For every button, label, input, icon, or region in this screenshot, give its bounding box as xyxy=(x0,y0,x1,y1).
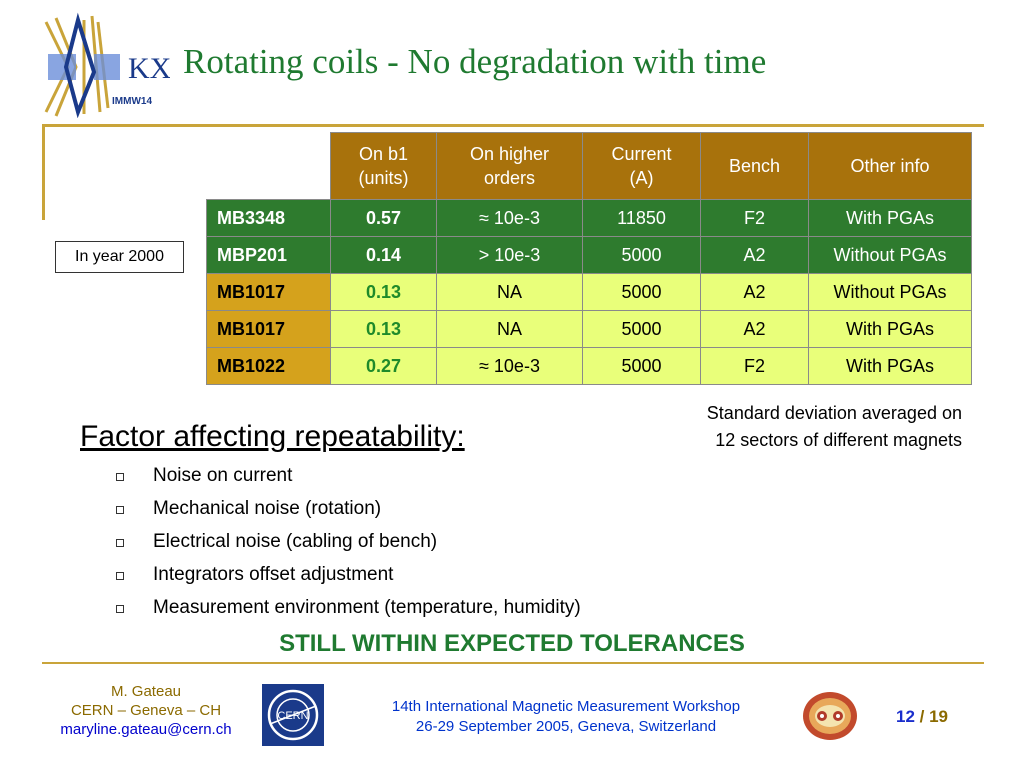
cell-b1: 0.13 xyxy=(330,273,437,311)
cell-higher-orders: NA xyxy=(436,273,583,311)
cell-other-info: Without PGAs xyxy=(808,236,972,274)
frame-top-line xyxy=(42,124,984,127)
factors-heading: Factor affecting repeatability: xyxy=(80,420,465,453)
author-block: M. Gateau CERN – Geneva – CH maryline.ga… xyxy=(46,682,246,739)
workshop-name: 14th International Magnetic Measurement … xyxy=(391,698,741,715)
std-dev-note: Standard deviation averaged on 12 sector… xyxy=(610,400,962,454)
cell-current: 11850 xyxy=(582,199,701,237)
list-item-text: Integrators offset adjustment xyxy=(153,564,394,585)
square-bullet-icon xyxy=(116,473,124,481)
current-page: 12 xyxy=(895,707,915,726)
list-item-text: Noise on current xyxy=(153,465,293,486)
table-header-current: Current (A) xyxy=(582,132,701,200)
table-header-row: On b1 (units) On higher orders Current (A) … xyxy=(206,132,972,200)
list-item: Mechanical noise (rotation) xyxy=(113,495,581,528)
page-separator: / xyxy=(914,707,930,726)
cell-b1: 0.27 xyxy=(330,347,437,385)
cell-magnet: MB1017 xyxy=(206,310,331,348)
slide-title: Rotating coils - No degradation with tim… xyxy=(183,42,767,81)
cern-logo-text: CERN xyxy=(277,710,308,722)
cell-magnet: MB3348 xyxy=(206,199,331,237)
cell-bench: A2 xyxy=(700,273,809,311)
measurements-table: On b1 (units) On higher orders Current (A) … xyxy=(206,132,972,385)
magnet-cross-section-icon xyxy=(803,692,857,740)
table-header-b1: On b1 (units) xyxy=(330,132,437,200)
workshop-date-place: 26-29 September 2005, Geneva, Switzerlan… xyxy=(415,718,717,735)
cern-logo: CERN xyxy=(262,684,324,746)
svg-text:KX: KX xyxy=(128,52,170,85)
square-bullet-icon xyxy=(116,572,124,580)
cell-current: 5000 xyxy=(582,273,701,311)
table-header-bench: Bench xyxy=(700,132,809,200)
std-dev-note-line1: Standard deviation averaged on xyxy=(706,403,962,423)
cell-magnet: MB1017 xyxy=(206,273,331,311)
cell-other-info: Without PGAs xyxy=(808,273,972,311)
cell-other-info: With PGAs xyxy=(808,199,972,237)
list-item-text: Electrical noise (cabling of bench) xyxy=(153,531,438,552)
table-header-higher-orders: On higher orders xyxy=(436,132,583,200)
table-row: MB1017 0.13 NA 5000 A2 With PGAs xyxy=(206,310,972,348)
cell-other-info: With PGAs xyxy=(808,347,972,385)
conclusion-text: STILL WITHIN EXPECTED TOLERANCES xyxy=(279,630,745,657)
table-row: MBP201 0.14 > 10e-3 5000 A2 Without PGAs xyxy=(206,236,972,274)
total-pages: 19 xyxy=(929,707,948,726)
table-row: MB1022 0.27 ≈ 10e-3 5000 F2 With PGAs xyxy=(206,347,972,385)
cell-current: 5000 xyxy=(582,310,701,348)
cell-bench: A2 xyxy=(700,236,809,274)
cell-bench: F2 xyxy=(700,347,809,385)
logo-text: IMMW14 xyxy=(112,96,152,107)
list-item: Noise on current xyxy=(113,462,581,495)
frame-left-line xyxy=(42,124,45,220)
cell-bench: A2 xyxy=(700,310,809,348)
cell-b1: 0.14 xyxy=(330,236,437,274)
cell-b1: 0.57 xyxy=(330,199,437,237)
table-header-blank xyxy=(206,132,331,200)
square-bullet-icon xyxy=(116,539,124,547)
cell-higher-orders: NA xyxy=(436,310,583,348)
table-header-other-info: Other info xyxy=(808,132,972,200)
year-label-box: In year 2000 xyxy=(55,241,184,273)
cell-other-info: With PGAs xyxy=(808,310,972,348)
square-bullet-icon xyxy=(116,605,124,613)
cell-magnet: MBP201 xyxy=(206,236,331,274)
list-item: Electrical noise (cabling of bench) xyxy=(113,528,581,561)
footer-divider xyxy=(42,662,984,664)
cell-bench: F2 xyxy=(700,199,809,237)
page-number: 12 / 19 xyxy=(868,707,948,727)
cell-b1: 0.13 xyxy=(330,310,437,348)
cell-higher-orders: ≈ 10e-3 xyxy=(436,347,583,385)
cell-higher-orders: ≈ 10e-3 xyxy=(436,199,583,237)
workshop-info: 14th International Magnetic Measurement … xyxy=(360,697,772,737)
author-email-link[interactable]: maryline.gateau@cern.ch xyxy=(60,721,232,738)
immw-logo: KX IMMW14 xyxy=(44,12,170,118)
list-item: Integrators offset adjustment xyxy=(113,561,581,594)
author-affiliation: CERN – Geneva – CH xyxy=(70,702,222,719)
cell-magnet: MB1022 xyxy=(206,347,331,385)
list-item-text: Mechanical noise (rotation) xyxy=(153,498,382,519)
cell-higher-orders: > 10e-3 xyxy=(436,236,583,274)
square-bullet-icon xyxy=(116,506,124,514)
factors-list: Noise on current Mechanical noise (rotat… xyxy=(113,462,581,627)
std-dev-note-line2: 12 sectors of different magnets xyxy=(715,430,962,450)
cell-current: 5000 xyxy=(582,236,701,274)
table-row: MB3348 0.57 ≈ 10e-3 11850 F2 With PGAs xyxy=(206,199,972,237)
author-name: M. Gateau xyxy=(110,683,182,700)
list-item-text: Measurement environment (temperature, hu… xyxy=(153,597,581,618)
cell-current: 5000 xyxy=(582,347,701,385)
list-item: Measurement environment (temperature, hu… xyxy=(113,594,581,627)
table-row: MB1017 0.13 NA 5000 A2 Without PGAs xyxy=(206,273,972,311)
